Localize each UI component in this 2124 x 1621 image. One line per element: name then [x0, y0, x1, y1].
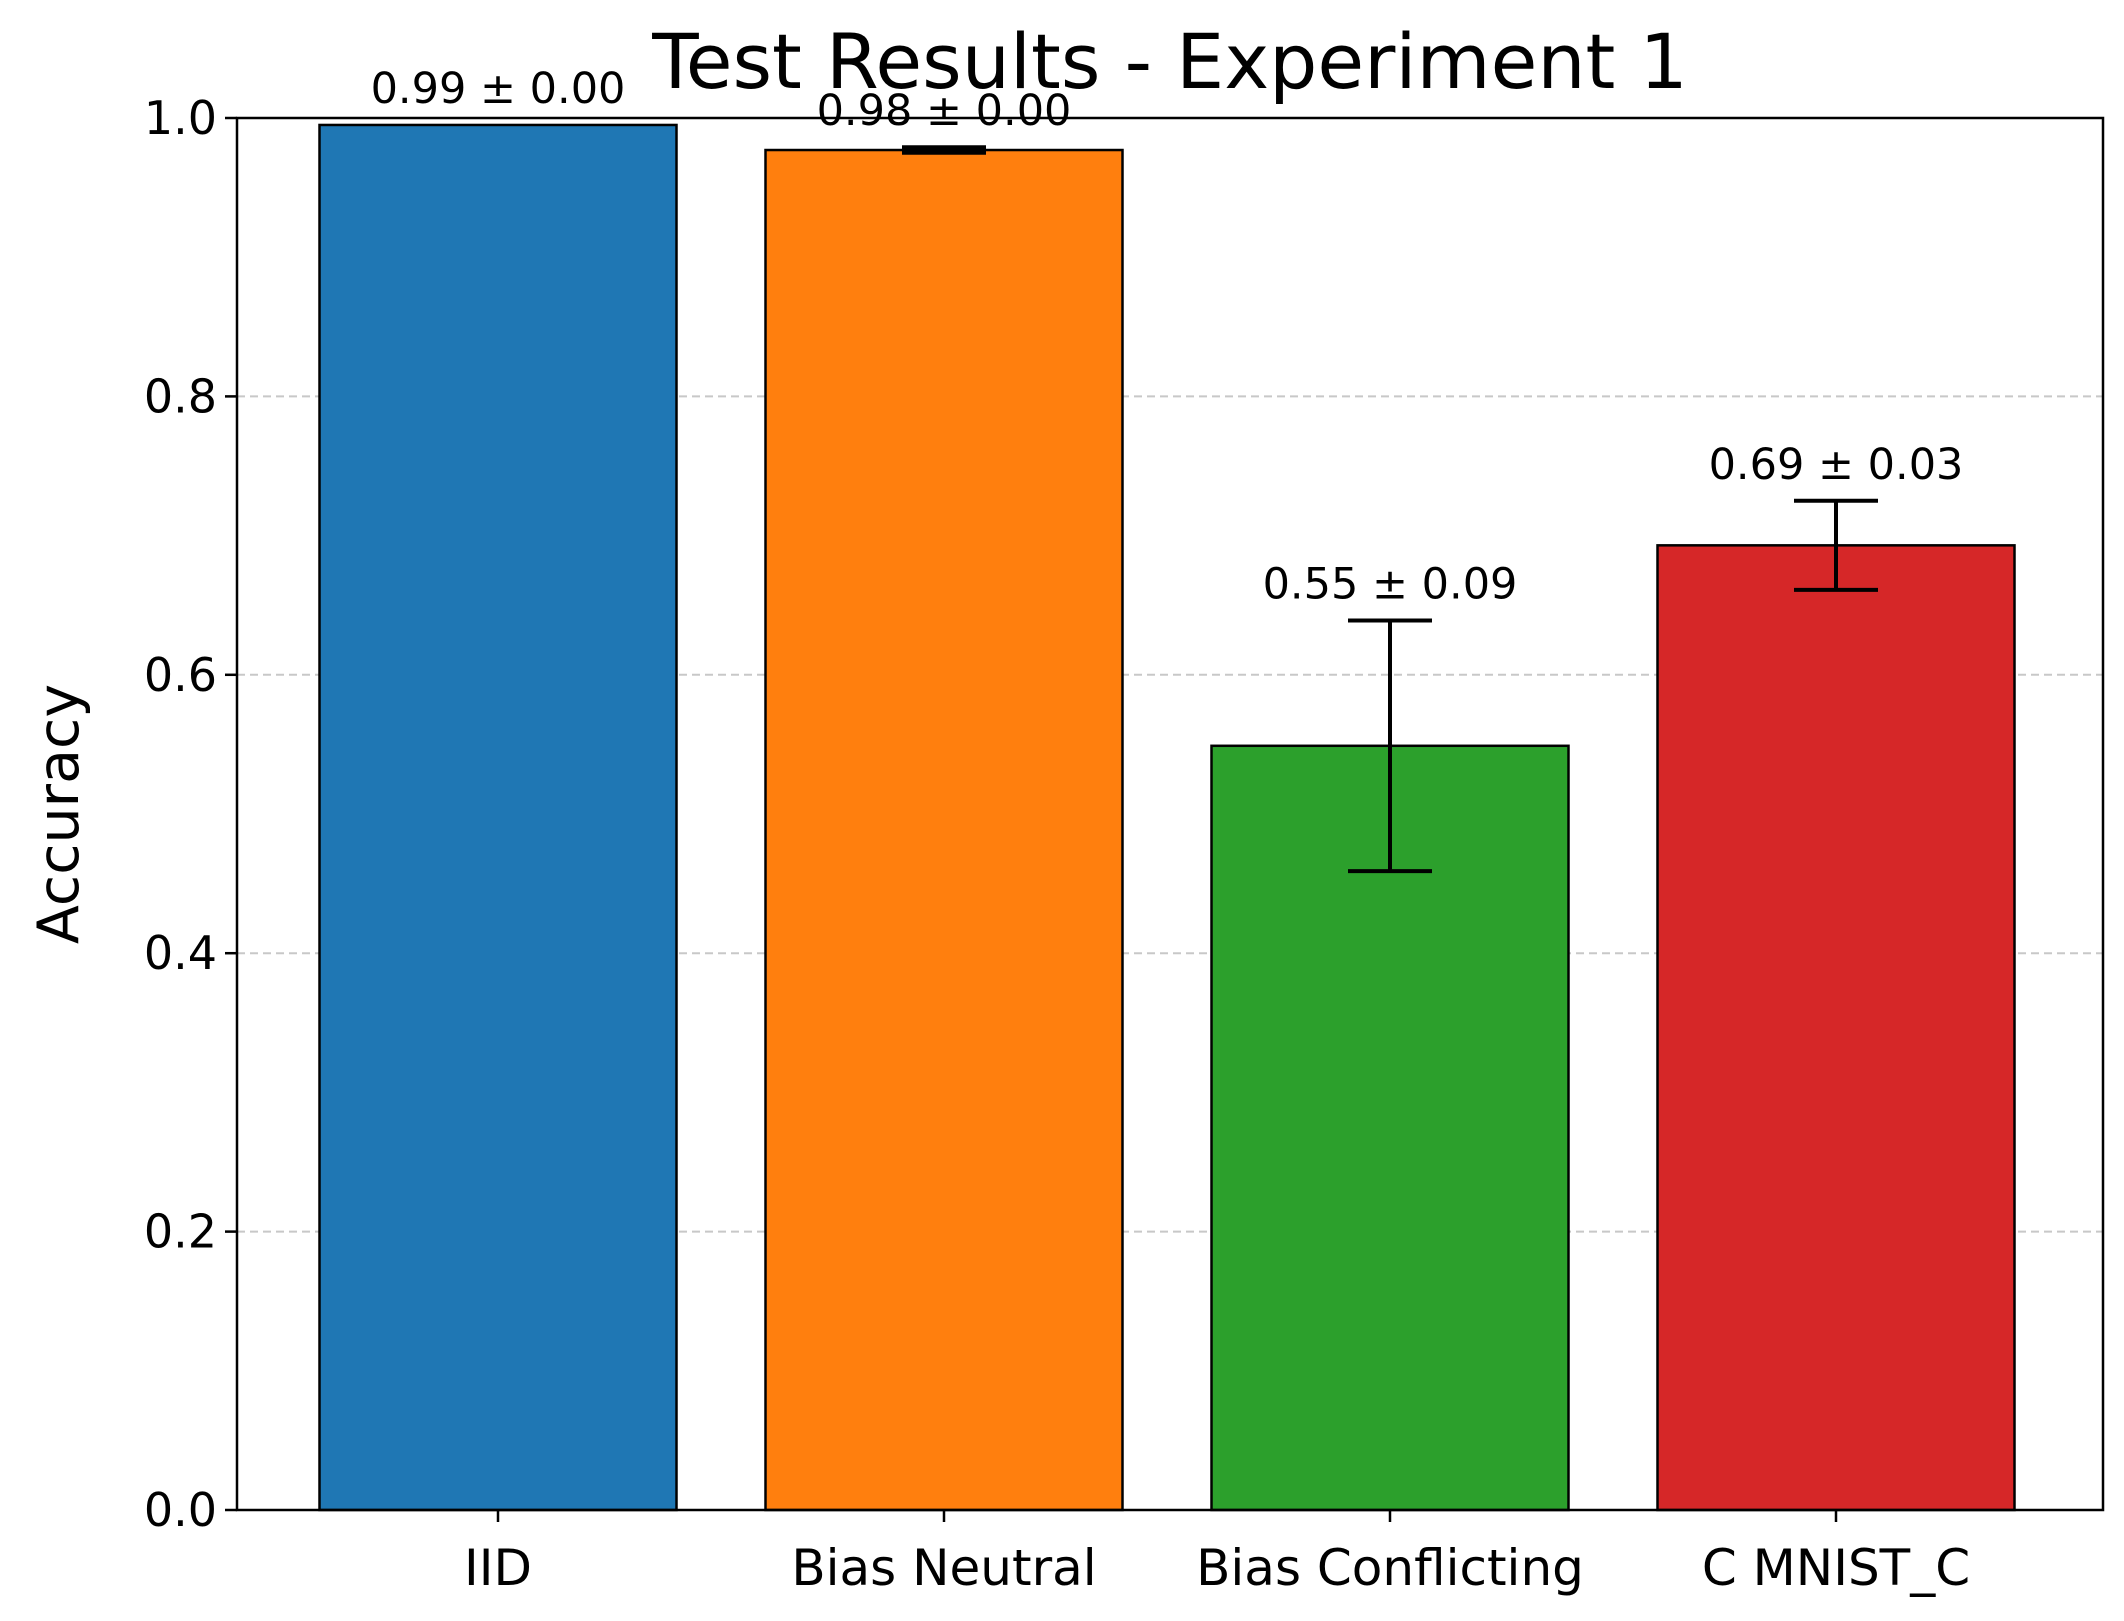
x-axis-ticks: IID Bias Neutral Bias Conflicting C MNIST_C [464, 1510, 1970, 1597]
data-labels: 0.99 ± 0.00 0.98 ± 0.00 0.55 ± 0.09 0.69 ± … [371, 64, 1964, 610]
y-tick-label: 0.0 [144, 1483, 217, 1537]
bar-iid [318, 123, 678, 1512]
bar-bias-conflicting [1210, 744, 1570, 1512]
data-label: 0.69 ± 0.03 [1709, 440, 1964, 490]
plot-frame [235, 116, 2105, 1512]
x-tick-label: C MNIST_C [1702, 1539, 1970, 1597]
y-tick-label: 0.4 [144, 926, 217, 980]
y-tick-label: 0.2 [144, 1205, 217, 1259]
error-bars [902, 145, 1878, 874]
y-axis-ticks: 0.0 0.2 0.4 0.6 0.8 1.0 [144, 91, 237, 1537]
x-tick-label: Bias Conflicting [1196, 1539, 1584, 1597]
x-tick-label: IID [464, 1539, 532, 1597]
x-tick-label: Bias Neutral [791, 1539, 1096, 1597]
y-tick-label: 0.6 [144, 648, 217, 702]
data-label: 0.99 ± 0.00 [371, 64, 626, 114]
data-label: 0.98 ± 0.00 [817, 86, 1072, 136]
bar-c-mnist-c [1656, 544, 2016, 1512]
bars [318, 123, 2016, 1512]
chart-title: Test Results - Experiment 1 [651, 17, 1688, 106]
y-axis-label: Accuracy [26, 684, 92, 944]
y-tick-label: 1.0 [144, 91, 217, 145]
data-label: 0.55 ± 0.09 [1263, 560, 1518, 610]
bar-bias-neutral [764, 148, 1124, 1512]
y-tick-label: 0.8 [144, 369, 217, 423]
